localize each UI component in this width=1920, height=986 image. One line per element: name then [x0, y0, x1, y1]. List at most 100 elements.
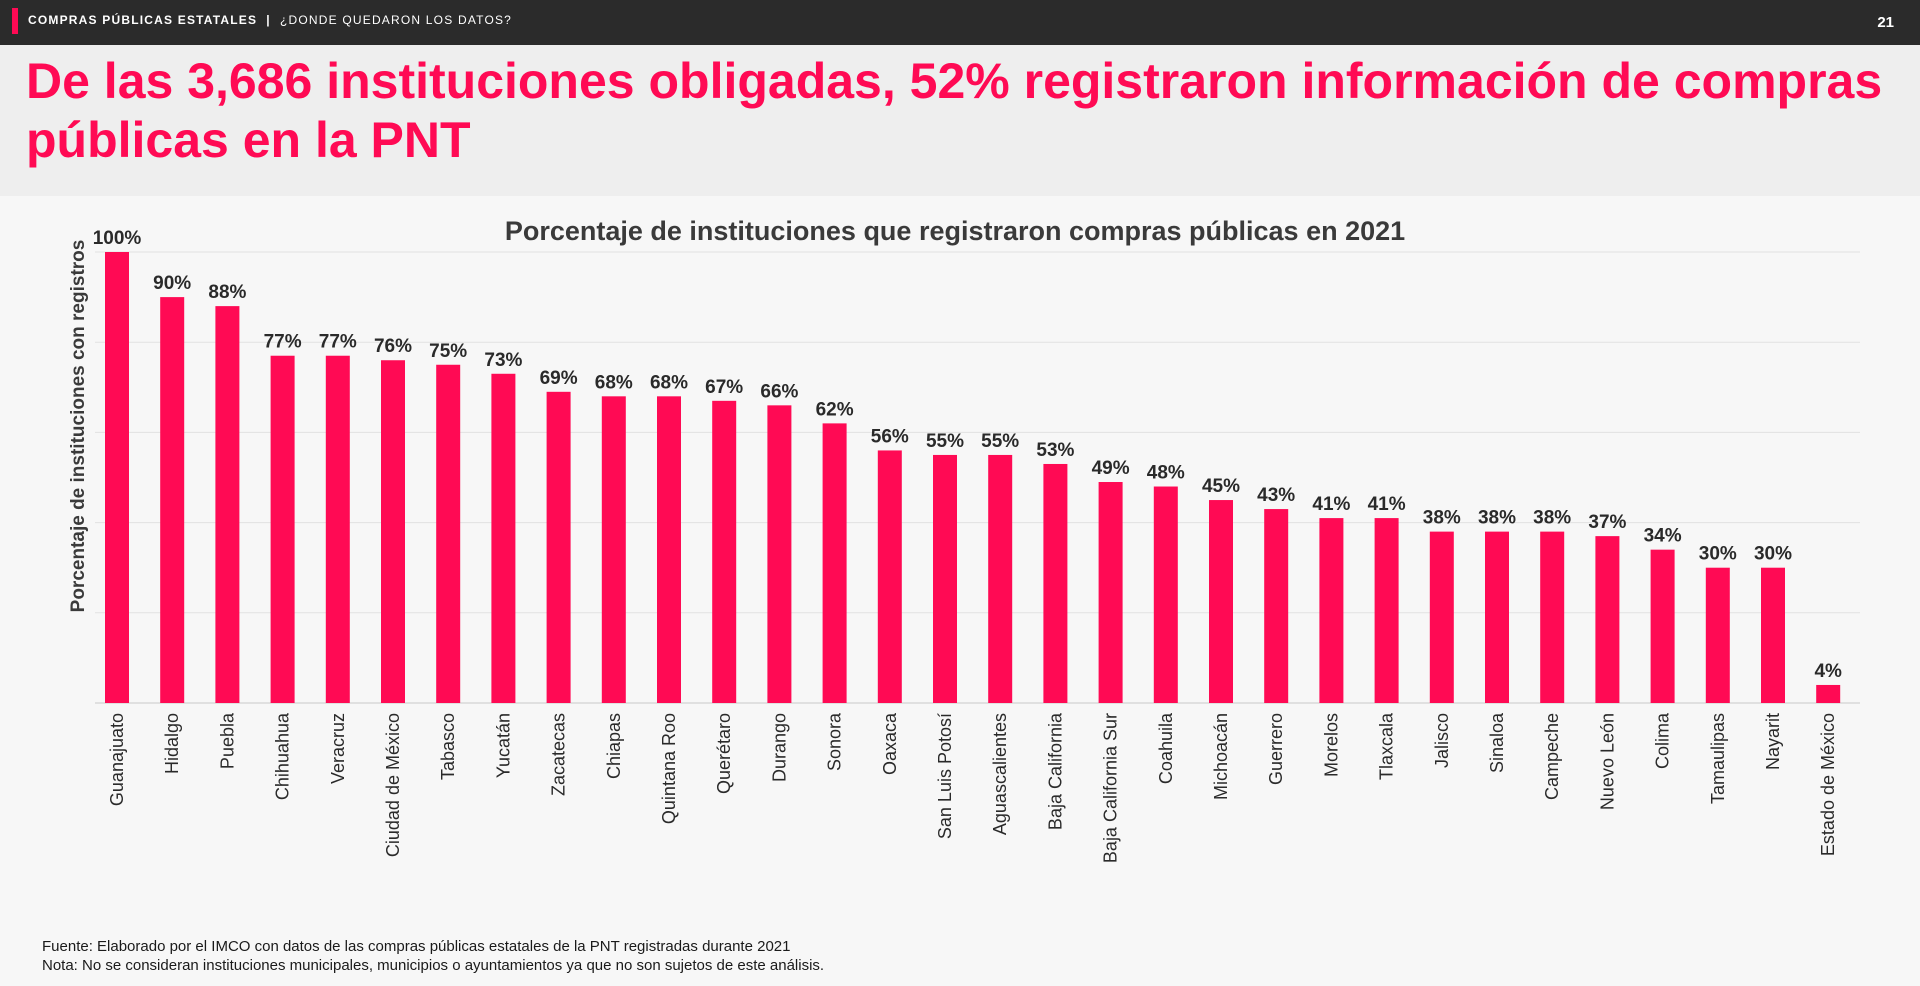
page-title: De las 3,686 instituciones obligadas, 52…	[26, 53, 1883, 168]
chart-title: Porcentaje de instituciones que registra…	[505, 216, 1405, 246]
category-label: Estado de México	[1818, 713, 1838, 856]
category-label: Durango	[769, 713, 789, 782]
bar	[105, 252, 129, 703]
category-label: Tabasco	[438, 713, 458, 780]
category-label: Veracruz	[328, 713, 348, 784]
section-label: COMPRAS PÚBLICAS ESTATALES | ¿DONDE QUED…	[28, 13, 513, 27]
data-label: 77%	[319, 332, 357, 353]
data-label: 49%	[1092, 458, 1130, 479]
data-label: 43%	[1257, 485, 1295, 506]
data-label: 38%	[1533, 508, 1571, 529]
bar	[1761, 567, 1785, 703]
bar	[1705, 567, 1730, 703]
data-label: 73%	[484, 350, 522, 371]
bar	[270, 355, 295, 703]
bar	[1595, 536, 1620, 703]
category-label: Jalisco	[1432, 713, 1452, 768]
category-label: Ciudad de México	[383, 713, 403, 857]
bar	[1485, 531, 1509, 703]
category-label: Guanajuato	[107, 713, 127, 806]
bar-chart: Porcentaje de instituciones que registra…	[68, 216, 1860, 863]
category-label: Chiapas	[604, 713, 624, 779]
bar	[1043, 463, 1068, 703]
data-label: 56%	[871, 426, 909, 447]
data-label: 45%	[1202, 476, 1240, 497]
bar	[712, 400, 737, 703]
data-label: 88%	[208, 282, 246, 303]
data-label: 69%	[540, 368, 578, 389]
data-label: 48%	[1147, 463, 1185, 484]
data-label: 41%	[1312, 494, 1350, 515]
bar	[491, 373, 516, 703]
category-label: Chihuahua	[273, 712, 293, 800]
source-note: Fuente: Elaborado por el IMCO con datos …	[42, 938, 791, 955]
bar	[381, 360, 405, 703]
category-label: Baja California Sur	[1101, 713, 1121, 863]
category-label: Tlaxcala	[1377, 712, 1397, 780]
data-label: 75%	[429, 341, 467, 362]
data-label: 37%	[1588, 512, 1626, 533]
category-label: Campeche	[1542, 713, 1562, 800]
data-label: 67%	[705, 377, 743, 398]
category-label: Coahuila	[1156, 712, 1176, 784]
bar	[1098, 482, 1123, 703]
bar	[877, 450, 902, 703]
bar	[160, 297, 185, 703]
footnotes: Fuente: Elaborado por el IMCO con datos …	[42, 937, 824, 975]
analysis-note: Nota: No se consideran instituciones mun…	[42, 957, 825, 974]
bar	[436, 364, 461, 703]
data-label: 41%	[1368, 494, 1406, 515]
bar	[1319, 518, 1344, 703]
data-label: 68%	[650, 372, 688, 393]
data-label: 66%	[760, 381, 798, 402]
category-label: Zacatecas	[549, 713, 569, 796]
data-label: 76%	[374, 336, 412, 357]
bar	[767, 405, 792, 703]
bar	[546, 391, 571, 703]
category-label: Yucatán	[493, 713, 513, 778]
bar	[601, 396, 626, 703]
category-label: Baja California	[1045, 712, 1065, 830]
top-bar: COMPRAS PÚBLICAS ESTATALES | ¿DONDE QUED…	[0, 0, 1920, 45]
category-label: Oaxaca	[880, 712, 900, 775]
bar	[1374, 518, 1399, 703]
category-label: Michoacán	[1211, 713, 1231, 800]
bar	[1816, 684, 1841, 703]
bar	[657, 396, 681, 703]
bar	[1429, 531, 1454, 703]
data-label: 38%	[1423, 508, 1461, 529]
category-label: Hidalgo	[162, 713, 182, 774]
category-label: Nayarit	[1763, 713, 1783, 770]
data-label: 30%	[1699, 544, 1737, 565]
category-label: Aguascalientes	[990, 713, 1010, 835]
bar	[215, 306, 240, 703]
category-label: Morelos	[1321, 713, 1341, 777]
category-label: Tamaulipas	[1708, 713, 1728, 804]
category-label: Quintana Roo	[659, 713, 679, 824]
category-label: San Luis Potosí	[935, 713, 955, 839]
data-label: 90%	[153, 273, 191, 294]
category-label: Colima	[1653, 712, 1673, 769]
category-label: Guerrero	[1266, 713, 1286, 785]
data-label: 62%	[816, 399, 854, 420]
page-number: 21	[1877, 14, 1894, 31]
bar	[1264, 509, 1289, 703]
bar	[1153, 486, 1178, 703]
bar	[325, 355, 350, 703]
bar	[933, 454, 957, 703]
chart-panel: Porcentaje de instituciones que registra…	[0, 196, 1920, 986]
category-label: Querétaro	[714, 713, 734, 794]
bar	[1209, 500, 1233, 703]
category-label: Puebla	[217, 712, 237, 769]
bar	[1650, 549, 1675, 703]
data-label: 55%	[926, 431, 964, 452]
data-label: 68%	[595, 372, 633, 393]
data-label: 38%	[1478, 508, 1516, 529]
data-label: 53%	[1036, 440, 1074, 461]
data-label: 30%	[1754, 544, 1792, 565]
bar	[988, 454, 1013, 703]
accent-mark	[12, 8, 18, 34]
data-label: 4%	[1814, 661, 1842, 682]
data-label: 100%	[93, 228, 142, 249]
bar	[822, 423, 847, 703]
